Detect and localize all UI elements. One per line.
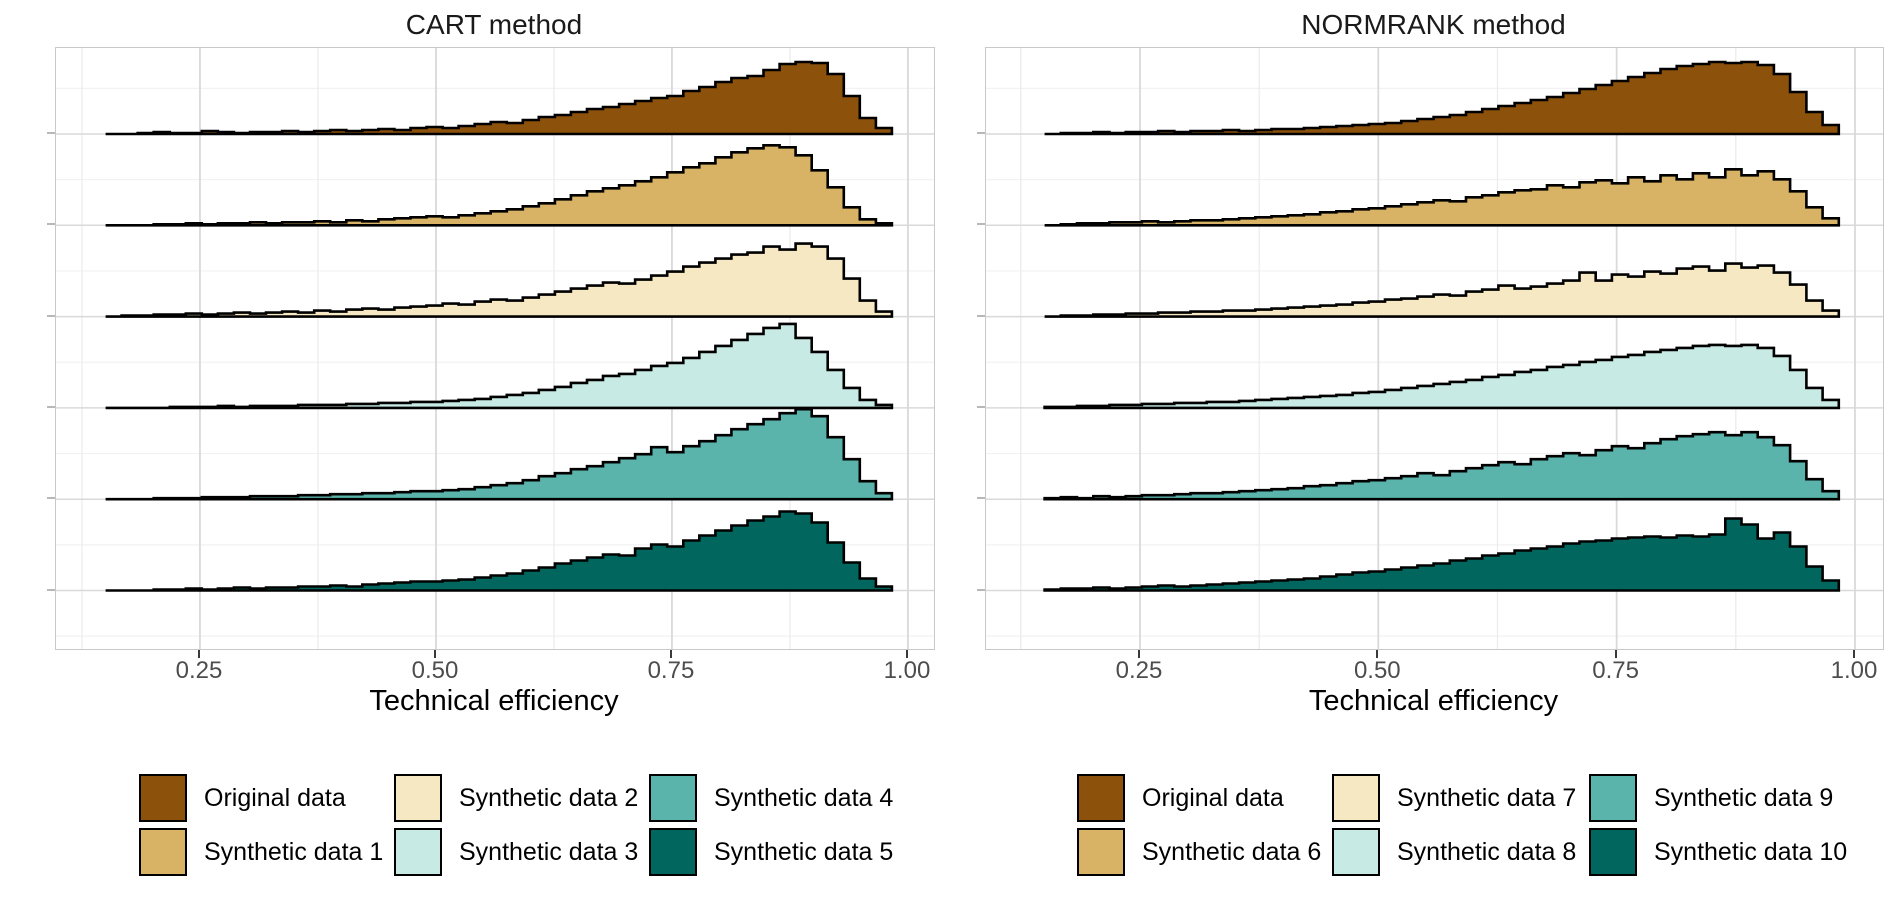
- legend-label: Synthetic data 9: [1654, 783, 1834, 812]
- y-tick-mark: [977, 405, 985, 408]
- legend-item: Synthetic data 6: [1077, 825, 1332, 879]
- legend-item: Original data: [1077, 771, 1332, 825]
- legend-key-swatch: [394, 774, 442, 822]
- ridge-synthetic-data-6: [1044, 168, 1841, 227]
- x-axis-title-cart: Technical efficiency: [369, 685, 619, 717]
- legend-label: Synthetic data 2: [459, 783, 639, 812]
- y-tick-mark: [47, 223, 55, 226]
- y-tick-mark: [977, 497, 985, 500]
- legend-item: Synthetic data 5: [649, 825, 899, 879]
- legend-label: Synthetic data 1: [204, 837, 384, 866]
- legend-label: Synthetic data 5: [714, 837, 894, 866]
- x-tick-mark: [433, 649, 436, 658]
- y-tick-mark: [47, 314, 55, 317]
- x-tick-mark: [1137, 649, 1140, 658]
- x-tick-label: 0.25: [1115, 657, 1163, 684]
- legend-key-swatch: [394, 828, 442, 876]
- ridge-synthetic-data-1: [105, 144, 894, 227]
- panel-title-normrank: NORMRANK method: [1301, 9, 1566, 40]
- legend-key-swatch: [139, 774, 187, 822]
- legend-item: Synthetic data 9: [1589, 771, 1889, 825]
- ridge-synthetic-data-9: [1043, 430, 1841, 501]
- legend-item: Synthetic data 10: [1589, 825, 1889, 879]
- legend-label: Synthetic data 6: [1142, 837, 1322, 866]
- legend-cart: Original data Synthetic data 1 Synthetic d…: [139, 771, 899, 879]
- ridgeline-chart-cart: [56, 48, 934, 649]
- x-tick-mark: [1614, 649, 1617, 658]
- legend-key-swatch: [1332, 828, 1380, 876]
- ridge-original-data: [1044, 60, 1841, 136]
- x-tick-label: 1.00: [1830, 657, 1878, 684]
- panel-title-cart: CART method: [405, 9, 583, 40]
- plot-area-normrank: [985, 47, 1884, 650]
- legend-key-swatch: [1332, 774, 1380, 822]
- legend-label: Original data: [1142, 783, 1284, 812]
- legend-key-swatch: [139, 828, 187, 876]
- ridge-synthetic-data-3: [105, 322, 894, 410]
- ridge-synthetic-data-2: [105, 242, 894, 318]
- x-tick-mark: [197, 649, 200, 658]
- legend-key-swatch: [1077, 774, 1125, 822]
- legend-item: Synthetic data 1: [139, 825, 394, 879]
- ridge-synthetic-data-5: [105, 510, 894, 592]
- x-tick-label: 0.25: [175, 657, 223, 684]
- x-tick-mark: [1376, 649, 1379, 658]
- legend-label: Original data: [204, 783, 346, 812]
- y-tick-mark: [47, 132, 55, 134]
- x-tick-label: 1.00: [883, 657, 931, 684]
- y-tick-mark: [977, 132, 985, 134]
- ridge-synthetic-data-8: [1043, 343, 1841, 410]
- legend-key-swatch: [649, 828, 697, 876]
- legend-key-swatch: [1077, 828, 1125, 876]
- ridge-original-data: [105, 60, 894, 136]
- x-tick-mark: [905, 649, 908, 658]
- legend-item: Synthetic data 8: [1332, 825, 1589, 879]
- y-tick-mark: [47, 588, 55, 591]
- y-tick-mark: [977, 223, 985, 226]
- legend-key-swatch: [1589, 828, 1637, 876]
- legend-item: Synthetic data 4: [649, 771, 899, 825]
- x-axis-title-normrank: Technical efficiency: [1308, 685, 1559, 717]
- ridge-synthetic-data-10: [1043, 517, 1841, 592]
- legend-label: Synthetic data 10: [1654, 837, 1848, 866]
- legend-item: Original data: [139, 771, 394, 825]
- legend-key-swatch: [1589, 774, 1637, 822]
- legend-item: Synthetic data 7: [1332, 771, 1589, 825]
- x-tick-label: 0.75: [647, 657, 695, 684]
- x-tick-mark: [669, 649, 672, 658]
- x-tick-label: 0.75: [1592, 657, 1639, 684]
- ridge-synthetic-data-7: [1044, 262, 1841, 318]
- x-tick-mark: [1852, 649, 1855, 658]
- x-tick-label: 0.50: [1353, 657, 1401, 684]
- x-tick-label: 0.50: [411, 657, 459, 684]
- y-tick-mark: [977, 314, 985, 317]
- ridge-synthetic-data-4: [105, 407, 894, 501]
- y-tick-mark: [47, 497, 55, 500]
- legend-key-swatch: [649, 774, 697, 822]
- legend-item: Synthetic data 3: [394, 825, 649, 879]
- legend-item: Synthetic data 2: [394, 771, 649, 825]
- legend-label: Synthetic data 4: [714, 783, 894, 812]
- plot-area-cart: [55, 47, 935, 650]
- legend-normrank: Original data Synthetic data 6 Synthetic d…: [1077, 771, 1889, 879]
- legend-label: Synthetic data 7: [1397, 783, 1577, 812]
- legend-label: Synthetic data 8: [1397, 837, 1577, 866]
- ridgeline-chart-normrank: [986, 48, 1883, 649]
- y-tick-mark: [977, 588, 985, 591]
- legend-label: Synthetic data 3: [459, 837, 639, 866]
- y-tick-mark: [47, 405, 55, 408]
